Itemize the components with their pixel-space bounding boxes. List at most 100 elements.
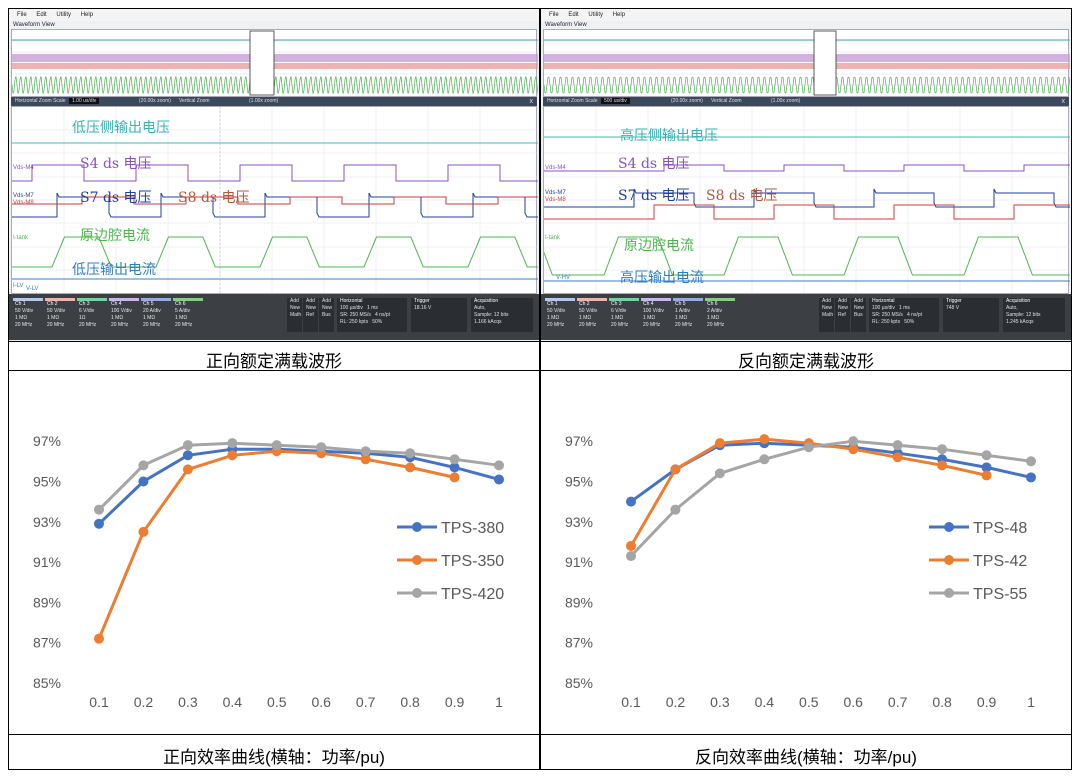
y-tick-label: 85%: [565, 675, 593, 691]
channel-badge-1[interactable]: Ch 1 50 V/div 1 MΩ 20 MHz: [13, 298, 43, 332]
data-point: [360, 454, 371, 465]
data-point: [494, 460, 504, 471]
tag-vds-m4: Vds-M4: [13, 165, 34, 171]
caption-forward-waveform: 正向额定满载波形: [206, 352, 342, 371]
y-tick-label: 87%: [565, 635, 593, 651]
overview-window[interactable]: [543, 29, 1071, 97]
overview-window[interactable]: [11, 29, 539, 97]
series-line-TPS-380: [97, 447, 500, 525]
channel-badge-4[interactable]: Ch 4 100 V/div 1 MΩ 20 MHz: [109, 298, 139, 332]
data-point: [360, 446, 371, 457]
forward-efficiency-chart: 85% 87% 89% 91% 93% 95% 97% 0.1 0.2 0.3 0.4 0.5 0.6 0…: [33, 433, 504, 710]
close-icon[interactable]: x: [529, 98, 534, 105]
legend-label: TPS-420: [441, 586, 504, 603]
x-tick-label: 0.2: [134, 694, 154, 710]
menu-file[interactable]: File: [549, 12, 559, 18]
caption-cell: 正向额定满载波形: [8, 341, 540, 371]
overview-trace-svg: [543, 30, 1071, 96]
channel-badge-2[interactable]: Ch 2 50 V/div 1 MΩ 20 MHz: [45, 298, 75, 332]
zoom-scale-value[interactable]: 1.00 us/div: [69, 98, 100, 104]
acquisition-settings[interactable]: Acquisition Auto, Sample: 12 bits 1.245 kAc…: [1003, 298, 1065, 332]
horizontal-settings[interactable]: Horizontal 100 µs/div 1 ms SR: 250 MS/s 4 …: [869, 298, 939, 332]
menu-edit[interactable]: Edit: [36, 12, 47, 18]
tag-vds-m4: Vds-M4: [545, 165, 566, 171]
data-point: [449, 472, 460, 483]
add-button-1[interactable]: Add New Math: [819, 298, 834, 332]
data-point: [449, 462, 460, 473]
legend-marker: [412, 588, 422, 598]
tag-vds-m7: Vds-M7: [545, 190, 566, 196]
channel-badge-4[interactable]: Ch 4 100 V/div 1 MΩ 20 MHz: [641, 298, 671, 332]
reverse-efficiency-panel: 85% 87% 89% 91% 93% 95% 97% 0.1 0.2 0.3 0.4 0.5 0.6 0…: [540, 370, 1072, 735]
data-point: [848, 444, 859, 455]
channel-badge-1[interactable]: Ch 1 50 V/div 1 MΩ 20 MHz: [545, 298, 575, 332]
trigger-settings[interactable]: Trigger 748 V: [943, 298, 999, 332]
menu-utility[interactable]: Utility: [588, 12, 604, 18]
caption-forward-efficiency: 正向效率曲线(横轴：功率/pu): [163, 748, 385, 767]
add-button-3[interactable]: Add New Bus: [319, 298, 334, 332]
y-tick-label: 97%: [33, 433, 61, 449]
zoomed-trace-svg: [541, 107, 1071, 293]
menu-file[interactable]: File: [17, 12, 27, 18]
label-primary-tank-current: 原边腔电流: [80, 228, 150, 244]
data-point: [803, 442, 814, 453]
channel-badge-2[interactable]: Ch 2 50 V/div 1 MΩ 20 MHz: [577, 298, 607, 332]
x-tick-label: 0.2: [666, 694, 686, 710]
menu-help[interactable]: Help: [80, 12, 94, 18]
data-point: [892, 452, 903, 463]
tag-i-tank: I-tank: [545, 235, 561, 241]
channel-badge-5[interactable]: Ch 5 20 A/div 1 MΩ 20 MHz: [141, 298, 171, 332]
data-point: [1026, 456, 1036, 467]
data-point: [316, 442, 327, 453]
y-tick-label: 93%: [33, 514, 61, 530]
data-point: [182, 450, 193, 461]
legend-label: TPS-55: [973, 586, 1027, 603]
menu-utility[interactable]: Utility: [56, 12, 72, 18]
x-tick-label: 0.8: [932, 694, 952, 710]
y-tick-label: 87%: [33, 635, 61, 651]
data-point: [670, 464, 681, 475]
y-tick-label: 89%: [565, 594, 593, 610]
vertical-zoom-factor: (1.00x zoom): [771, 98, 801, 104]
y-tick-label: 85%: [33, 675, 61, 691]
add-button-2[interactable]: Add New Ref: [303, 298, 318, 332]
acquisition-settings[interactable]: Acquisition Auto, Sample: 12 bits 1.166 kAc…: [471, 298, 533, 332]
zoom-scale-value[interactable]: 500 us/div: [601, 98, 630, 104]
label-s8-ds-voltage: S8 ds 电压: [706, 188, 778, 204]
trigger-settings[interactable]: Trigger 18.16 V: [411, 298, 467, 332]
add-button-1[interactable]: Add New Math: [287, 298, 302, 332]
menu-help[interactable]: Help: [612, 12, 626, 18]
label-hv-output-current: 高压输出电流: [620, 270, 704, 286]
series-line-TPS-42: [629, 437, 987, 547]
label-hv-output-voltage: 高压侧输出电压: [620, 128, 718, 144]
label-lv-output-voltage: 低压侧输出电压: [72, 120, 170, 136]
tag-vds-m7: Vds-M7: [13, 193, 34, 199]
add-button-2[interactable]: Add New Ref: [835, 298, 850, 332]
tag-v-hv: V-HV: [556, 275, 571, 281]
data-point: [94, 504, 104, 515]
add-button-3[interactable]: Add New Bus: [851, 298, 866, 332]
data-point: [981, 450, 992, 461]
y-tick-label: 97%: [565, 433, 593, 449]
zoomed-trace-svg: [9, 107, 539, 293]
data-point: [670, 504, 681, 515]
tag-vds-m8: Vds-M8: [13, 200, 34, 206]
close-icon[interactable]: x: [1061, 98, 1066, 105]
tag-i-lv: I-LV: [13, 283, 24, 289]
legend-marker: [412, 555, 422, 565]
zoomed-waveform-window[interactable]: 高压侧输出电压 S4 ds 电压 S7 ds 电压 S8 ds 电压 原边腔电流…: [541, 106, 1071, 294]
series-line-TPS-420: [97, 441, 500, 511]
caption-reverse-efficiency: 反向效率曲线(横轴：功率/pu): [695, 748, 917, 767]
tag-v-lv: V-LV: [26, 286, 39, 292]
zoomed-waveform-window[interactable]: 低压侧输出电压 S4 ds 电压 S7 ds 电压 S8 ds 电压 原边腔电流…: [9, 106, 539, 294]
menu-edit[interactable]: Edit: [568, 12, 579, 18]
horizontal-settings[interactable]: Horizontal 100 µs/div 1 ms SR: 250 MS/s 4 …: [337, 298, 407, 332]
label-s4-ds-voltage: S4 ds 电压: [80, 156, 152, 172]
scope-status-bar: Ch 1 50 V/div 1 MΩ 20 MHz Ch 2 50 V/div 1 MΩ 20…: [541, 294, 1071, 340]
x-tick-label: 1: [1027, 694, 1035, 710]
